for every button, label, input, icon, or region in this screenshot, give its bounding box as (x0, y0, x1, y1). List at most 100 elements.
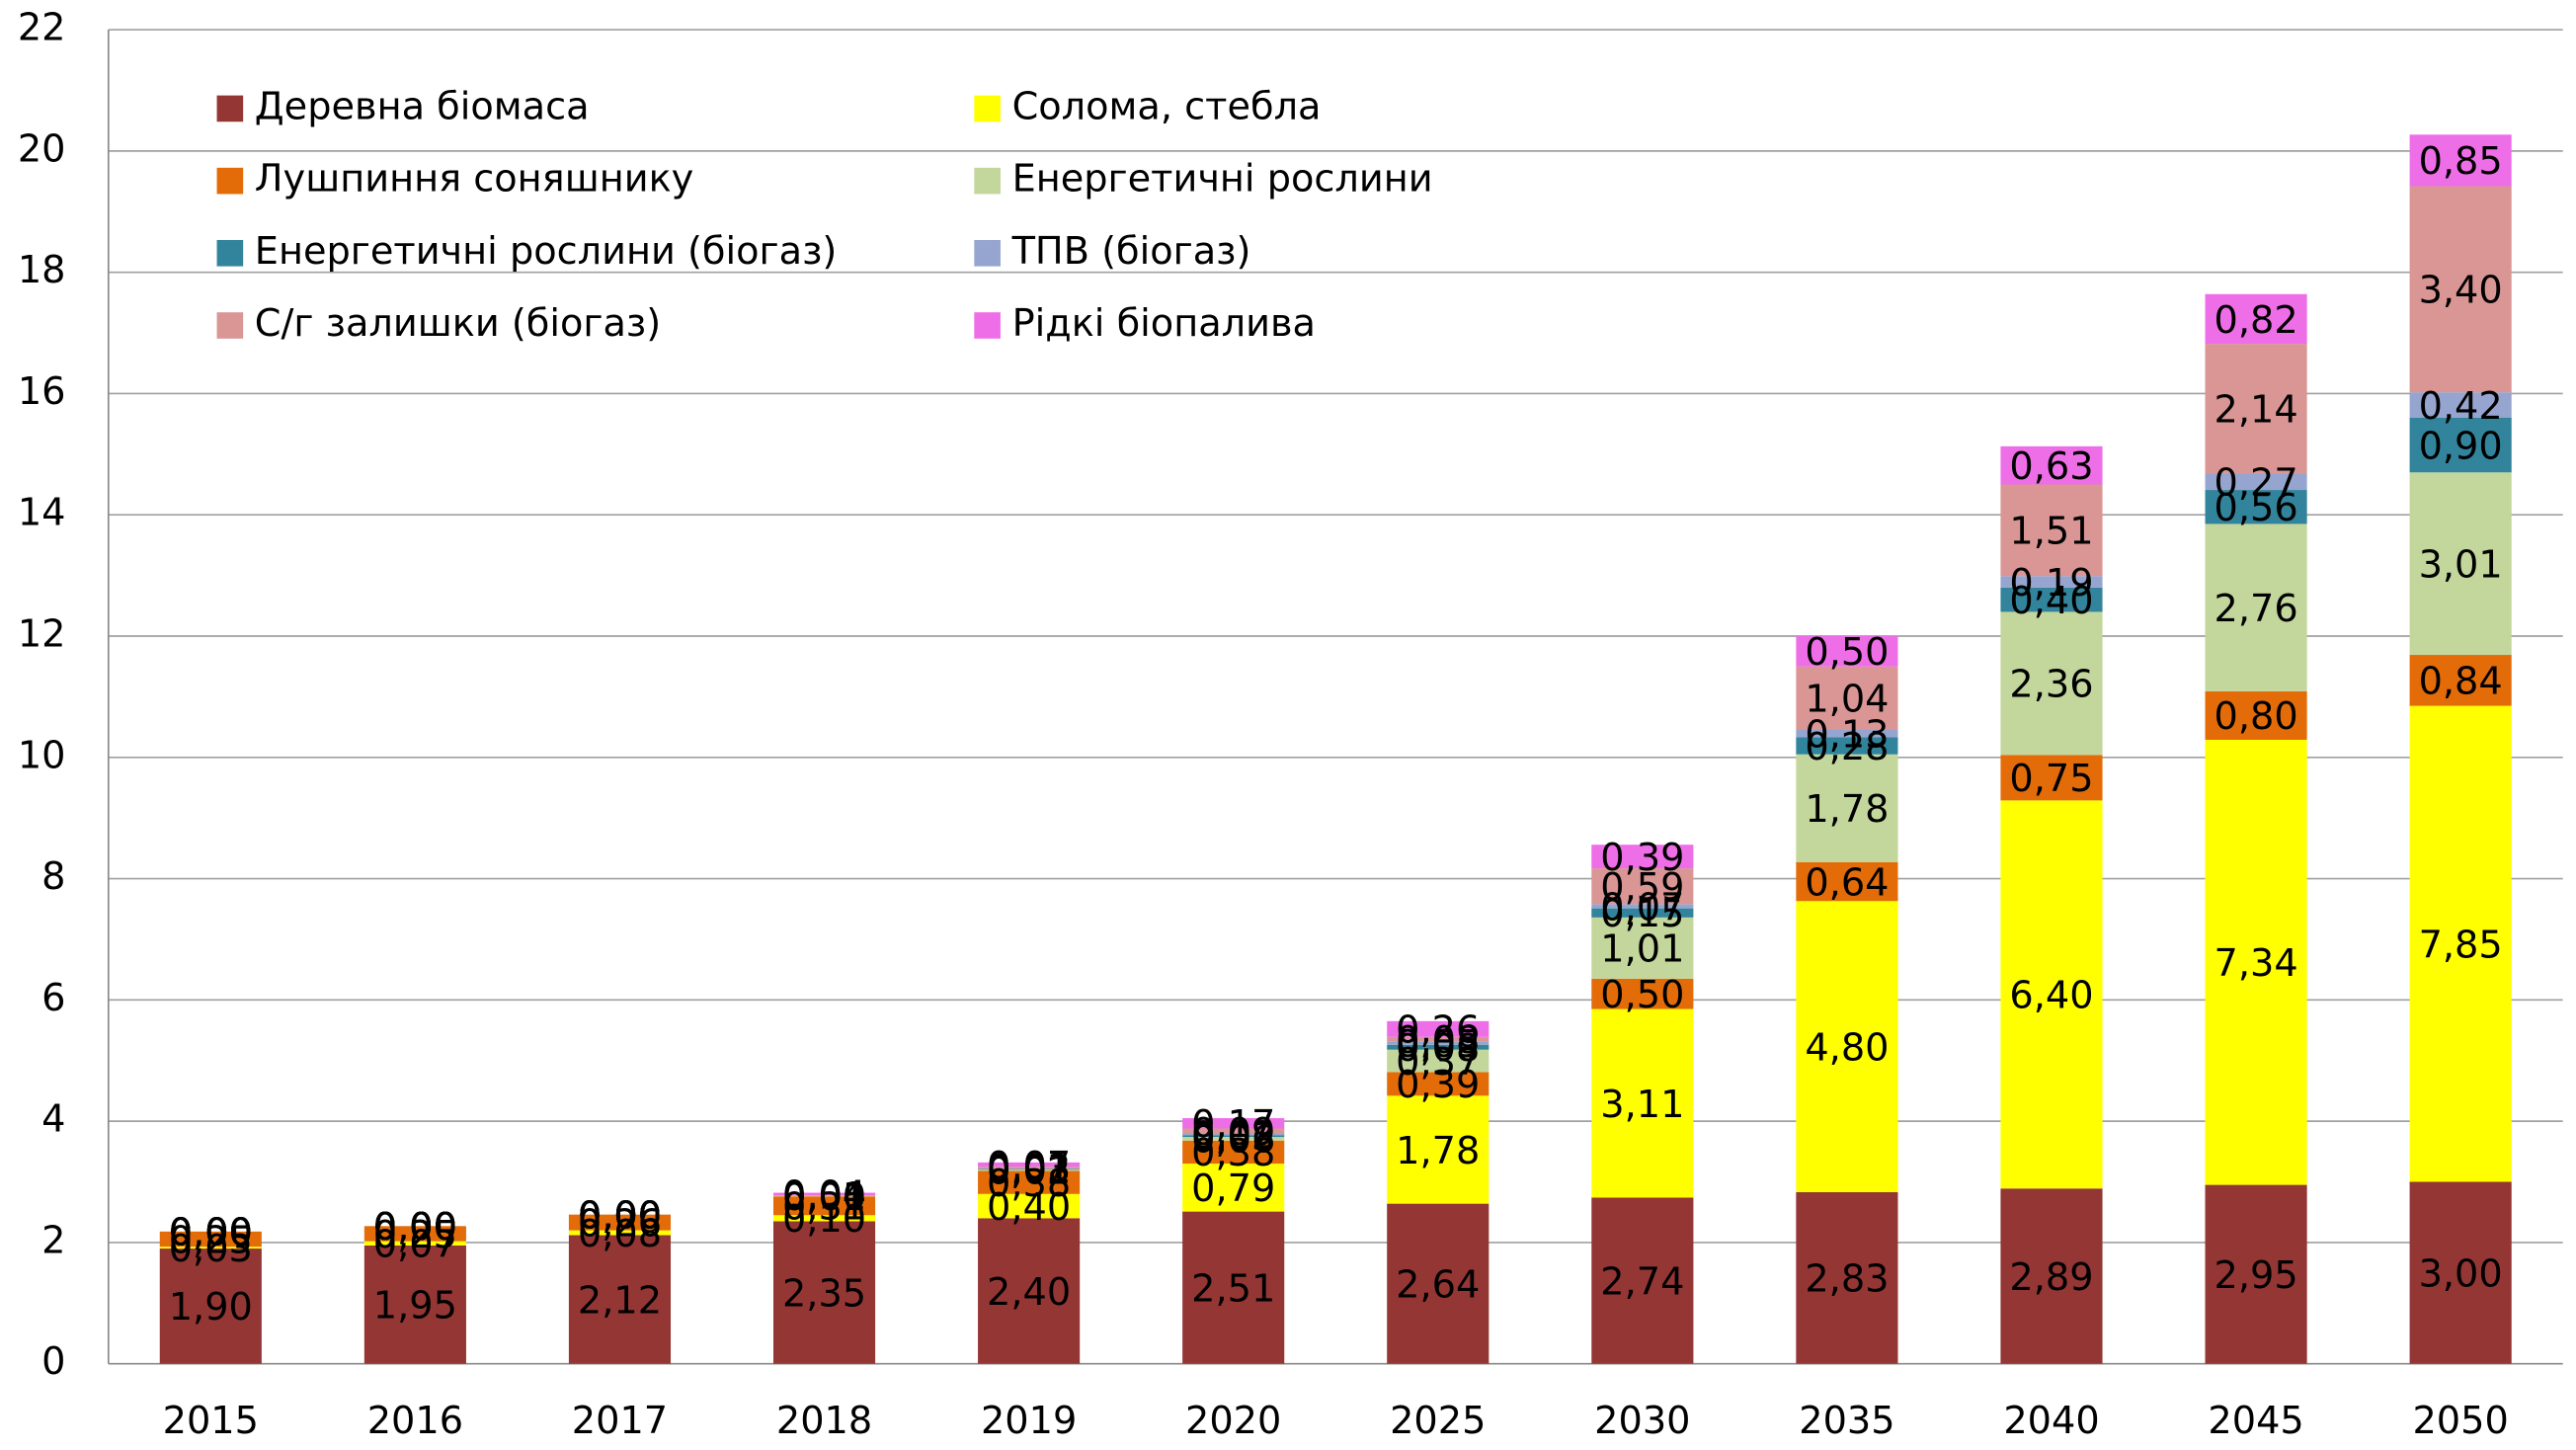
bar-segment (1591, 1197, 1694, 1364)
y-tick-label: 2 (41, 1218, 65, 1262)
y-tick-label: 0 (41, 1339, 65, 1384)
value-label: 0,25 (373, 1213, 457, 1257)
value-label: 0,00 (373, 1205, 457, 1249)
value-label: 0,03 (987, 1147, 1071, 1191)
x-tick-label: 2030 (1594, 1399, 1690, 1443)
bar-segment (568, 1230, 672, 1236)
x-tick-label: 2017 (572, 1399, 668, 1443)
bar-segment (772, 1221, 876, 1364)
value-label: 7,85 (2419, 923, 2503, 967)
value-label: 0,42 (2419, 384, 2503, 429)
bar-segment (1591, 978, 1694, 1009)
value-label: 0,03 (169, 1227, 253, 1271)
bar-segment (1796, 1191, 1898, 1364)
bar-segment (363, 1226, 466, 1242)
value-label: 1,01 (1600, 927, 1684, 972)
x-tick-label: 2045 (2208, 1399, 2303, 1443)
value-label: 3,00 (2419, 1251, 2503, 1296)
value-label: 0,00 (578, 1193, 662, 1238)
bar-segment (2000, 587, 2103, 612)
bar-segment (2409, 417, 2512, 473)
value-label: 0,40 (2009, 579, 2093, 623)
y-tick-label: 6 (41, 976, 65, 1020)
bar-segment (2205, 690, 2307, 740)
bar-segment (978, 1170, 1081, 1194)
bar-segment (363, 1245, 466, 1364)
value-label: 1,78 (1396, 1129, 1480, 1173)
value-label: 0,28 (1805, 725, 1889, 769)
value-label: 0,00 (169, 1211, 253, 1255)
y-tick-label: 10 (18, 733, 66, 777)
value-label: 0,08 (1396, 1026, 1480, 1071)
bar-segment (1591, 908, 1694, 918)
bar-segment (772, 1215, 876, 1222)
bar-segment (1796, 754, 1898, 862)
value-label: 0,05 (1396, 1022, 1480, 1067)
bar-segment (2000, 611, 2103, 756)
value-label: 0,39 (1600, 836, 1684, 880)
bar-segment (2000, 755, 2103, 801)
y-tick-label: 22 (18, 6, 66, 50)
legend-label: Енергетичні рослини (біогаз) (255, 229, 838, 274)
bar-segment (1387, 1036, 1489, 1042)
value-label: 1,51 (2009, 510, 2093, 554)
value-label: 0,00 (373, 1205, 457, 1249)
value-label: 0,82 (2214, 298, 2297, 343)
value-label: 0,25 (169, 1218, 253, 1262)
value-label: 0,19 (2009, 561, 2093, 605)
bar-segment (363, 1241, 466, 1246)
y-tick-label: 18 (18, 248, 66, 292)
value-label: 0,07 (1600, 885, 1684, 929)
bar-segment (978, 1162, 1081, 1168)
value-label: 3,01 (2419, 542, 2503, 587)
x-tick-label: 2035 (1799, 1399, 1894, 1443)
bar-segment (1796, 901, 1898, 1192)
value-label: 0,59 (1600, 865, 1684, 910)
value-label: 0,50 (1600, 973, 1684, 1017)
legend-swatch (974, 240, 1001, 267)
bar-segment (2000, 800, 2103, 1189)
value-label: 0,31 (782, 1185, 866, 1230)
value-label: 0,07 (373, 1223, 457, 1267)
legend-swatch (216, 95, 244, 122)
value-label: 1,95 (373, 1284, 457, 1329)
value-label: 0,00 (782, 1174, 866, 1219)
value-label: 0,02 (987, 1150, 1071, 1194)
value-label: 2,40 (987, 1270, 1071, 1315)
bar-segment (1387, 1072, 1489, 1096)
bar-segment (1182, 1164, 1285, 1212)
bar-segment (2205, 473, 2307, 491)
bar-segment (2000, 1188, 2103, 1364)
x-tick-label: 2015 (163, 1399, 259, 1443)
x-tick-label: 2040 (2003, 1399, 2099, 1443)
value-label: 0,00 (578, 1193, 662, 1238)
value-label: 0,09 (1191, 1110, 1275, 1155)
legend-swatch (216, 312, 244, 339)
value-label: 1,04 (1805, 677, 1889, 721)
bar-segment (2409, 1181, 2512, 1364)
value-label: 0,90 (2419, 424, 2503, 468)
bar-segment (2000, 484, 2103, 577)
x-tick-label: 2025 (1390, 1399, 1486, 1443)
bar-segment (1591, 904, 1694, 909)
bar-segment (1182, 1140, 1285, 1165)
value-label: 6,40 (2009, 974, 2093, 1018)
bar-segment (2205, 344, 2307, 474)
value-label: 0,00 (373, 1205, 457, 1249)
bar-segment (159, 1247, 262, 1249)
value-label: 0,00 (169, 1211, 253, 1255)
y-tick-label: 4 (41, 1097, 65, 1142)
bar-segment (2409, 392, 2512, 418)
value-label: 3,40 (2419, 269, 2503, 313)
value-label: 0,01 (987, 1149, 1071, 1193)
value-label: 0,38 (987, 1162, 1071, 1206)
value-label: 0,04 (782, 1173, 866, 1218)
value-label: 0,01 (782, 1175, 866, 1220)
value-label: 0,56 (2214, 486, 2297, 530)
value-label: 0,00 (373, 1205, 457, 1249)
legend-swatch (216, 240, 244, 267)
bar-segment (1591, 845, 1694, 869)
legend-swatch (974, 95, 1001, 122)
value-label: 0,38 (1191, 1131, 1275, 1175)
